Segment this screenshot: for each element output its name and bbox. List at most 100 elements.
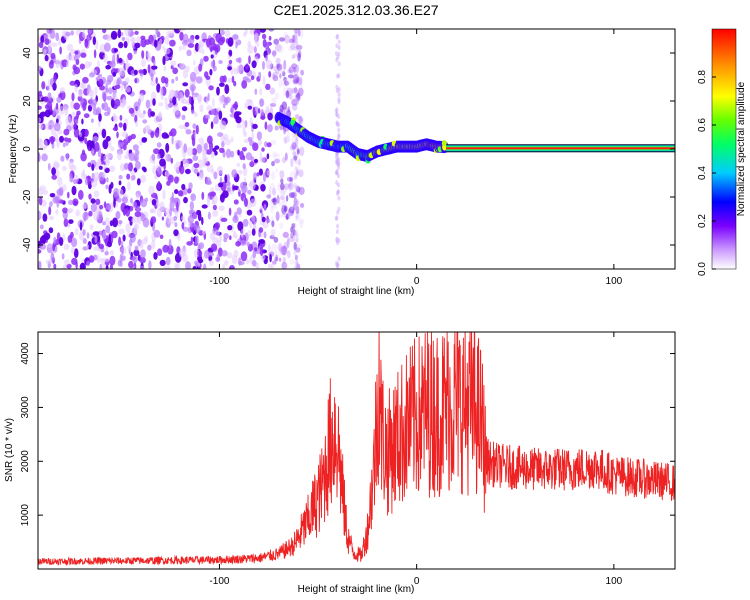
noise-blob — [203, 142, 208, 151]
noise-streak-blob — [296, 97, 300, 103]
noise-blob — [82, 76, 89, 84]
noise-blob — [52, 96, 55, 105]
noise-blob — [70, 231, 74, 239]
noise-blob — [244, 120, 248, 128]
noise-streak-blob — [335, 152, 339, 158]
noise-blob — [69, 80, 76, 86]
noise-blob — [150, 208, 155, 214]
noise-blob — [279, 222, 284, 230]
noise-blob — [181, 98, 189, 105]
noise-blob — [233, 80, 237, 87]
noise-blob — [203, 263, 207, 269]
noise-blob — [189, 201, 194, 211]
noise-streak-blob — [295, 184, 298, 190]
noise-streak-blob — [337, 39, 341, 45]
noise-blob — [65, 31, 71, 37]
noise-streak-blob — [293, 53, 297, 58]
noise-blob — [142, 119, 148, 124]
noise-blob — [118, 236, 122, 246]
spectrogram-y-tick-label: 20 — [22, 95, 33, 107]
noise-blob — [128, 260, 134, 269]
noise-blob — [296, 147, 300, 154]
noise-blob — [90, 203, 97, 213]
noise-streak-blob — [294, 185, 298, 191]
noise-streak-blob — [336, 223, 340, 229]
noise-blob — [239, 150, 244, 161]
noise-blob — [222, 190, 229, 199]
noise-blob — [44, 96, 48, 103]
noise-blob — [56, 138, 60, 148]
noise-blob — [291, 54, 296, 60]
noise-blob — [264, 121, 268, 130]
noise-blob — [281, 204, 287, 215]
noise-blob — [58, 237, 64, 246]
noise-blob — [216, 165, 224, 175]
noise-blob — [279, 63, 282, 73]
noise-blob — [39, 185, 47, 191]
noise-blob — [192, 94, 196, 101]
noise-streak-blob — [293, 46, 297, 52]
noise-blob — [162, 45, 165, 51]
noise-blob — [129, 238, 133, 247]
noise-blob — [245, 259, 250, 265]
noise-blob — [78, 90, 84, 98]
noise-blob — [293, 241, 297, 251]
noise-streak-blob — [336, 263, 340, 269]
noise-blob — [280, 182, 285, 191]
noise-streak-blob — [335, 236, 339, 242]
noise-blob — [128, 152, 136, 162]
noise-blob — [38, 105, 42, 110]
noise-blob — [209, 232, 216, 240]
noise-blob — [174, 222, 178, 228]
noise-streak-blob — [295, 31, 299, 37]
noise-blob — [293, 74, 297, 82]
noise-blob — [162, 55, 166, 66]
noise-blob — [164, 97, 168, 106]
noise-blob — [282, 71, 286, 77]
noise-blob — [54, 195, 61, 204]
noise-blob — [220, 217, 228, 222]
noise-blob — [66, 209, 73, 214]
noise-blob — [103, 53, 108, 63]
noise-blob — [94, 86, 98, 97]
noise-blob — [190, 193, 197, 202]
spectrogram-y-tick-label: -40 — [22, 237, 33, 252]
noise-blob — [230, 150, 235, 158]
noise-blob — [259, 205, 264, 211]
noise-blob — [298, 169, 304, 178]
noise-blob — [170, 157, 174, 164]
noise-blob — [170, 90, 177, 96]
noise-blob — [272, 49, 277, 58]
noise-blob — [107, 241, 112, 248]
noise-blob — [224, 260, 229, 266]
noise-blob — [289, 177, 294, 182]
noise-streak-blob — [294, 39, 298, 45]
noise-streak-blob — [296, 166, 300, 172]
noise-blob — [166, 180, 171, 186]
noise-blob — [273, 38, 280, 45]
noise-blob — [188, 95, 192, 105]
noise-blob — [286, 176, 293, 182]
noise-blob — [267, 263, 274, 269]
noise-blob — [132, 201, 137, 209]
noise-blob — [182, 82, 189, 87]
noise-blob — [50, 59, 54, 65]
noise-blob — [281, 198, 285, 203]
noise-blob — [172, 197, 180, 202]
noise-blob — [224, 97, 229, 106]
noise-blob — [103, 154, 110, 164]
noise-blob — [101, 91, 107, 101]
noise-blob — [170, 60, 177, 67]
noise-blob — [285, 135, 291, 142]
noise-blob — [257, 108, 261, 114]
noise-blob — [156, 142, 162, 148]
noise-blob — [276, 63, 280, 69]
colorbar-tick-label: 0.6 — [697, 118, 708, 132]
noise-blob — [263, 203, 267, 209]
noise-blob — [90, 198, 96, 204]
noise-blob — [43, 232, 51, 240]
noise-blob — [79, 132, 83, 138]
noise-blob — [201, 204, 208, 209]
noise-blob — [42, 213, 48, 222]
noise-blob — [293, 67, 296, 73]
